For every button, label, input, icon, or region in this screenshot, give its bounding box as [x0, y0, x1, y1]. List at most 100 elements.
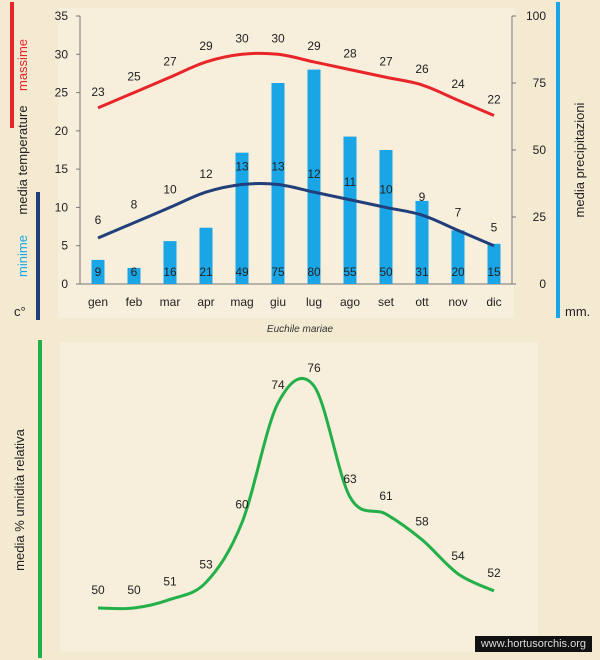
max-temperature-label: 30: [271, 31, 285, 45]
precip-bar: [91, 259, 105, 284]
precip-bar: [127, 267, 141, 284]
min-temperature-label: 9: [419, 190, 426, 204]
min-temperature-line: [97, 182, 495, 248]
humidity-data-label: 53: [199, 557, 213, 571]
humidity-data-label: 50: [91, 583, 105, 597]
top-chart-panel: [58, 8, 514, 318]
max-temperature-label: 27: [379, 54, 393, 68]
month-tick-label: feb: [126, 295, 143, 309]
right-tick-label: 50: [533, 143, 547, 157]
month-tick-label: dic: [486, 295, 501, 309]
right-tick-label: 25: [533, 210, 547, 224]
precip-data-label: 50: [379, 265, 393, 279]
max-temperature-label: 27: [163, 54, 177, 68]
precip-axis-label: media precipitazioni: [572, 102, 587, 217]
precip-bar: [379, 150, 393, 284]
precip-data-label: 75: [271, 265, 285, 279]
left-tick-label: 5: [61, 239, 68, 253]
min-temperature-label: 12: [307, 167, 321, 181]
left-tick-label: 0: [61, 277, 68, 291]
precip-unit-label: mm.: [565, 304, 590, 319]
max-temperature-label: 22: [487, 93, 501, 107]
precip-data-label: 21: [199, 265, 213, 279]
month-tick-label: lug: [306, 295, 322, 309]
precip-bar: [163, 241, 177, 284]
precip-bar: [199, 227, 213, 284]
max-temperature-label: 26: [415, 62, 429, 76]
max-temperature-label: 23: [91, 85, 105, 99]
temperature-unit-label: c°: [14, 304, 26, 319]
max-temperature-label: 28: [343, 47, 357, 61]
min-axis-label: minime: [15, 235, 30, 277]
month-tick-label: giu: [270, 295, 286, 309]
humidity-data-label: 58: [415, 515, 429, 529]
humidity-data-label: 51: [163, 574, 177, 588]
precip-data-label: 55: [343, 265, 357, 279]
month-tick-label: gen: [88, 295, 108, 309]
left-tick-label: 10: [55, 200, 69, 214]
humidity-data-label: 63: [343, 472, 357, 486]
humidity-data-label: 74: [271, 378, 285, 392]
left-tick-label: 25: [55, 86, 69, 100]
left-tick-label: 30: [55, 47, 69, 61]
precip-data-label: 16: [163, 265, 177, 279]
max-temperature-line: [97, 51, 495, 117]
min-temperature-label: 11: [344, 175, 357, 189]
precip-bar: [451, 230, 465, 284]
right-tick-label: 0: [539, 277, 546, 291]
right-tick-label: 75: [533, 76, 547, 90]
left-tick-label: 15: [55, 162, 69, 176]
temperature-axis-label: media temperature: [15, 105, 30, 214]
min-temperature-label: 13: [271, 159, 285, 173]
humidity-chart-panel: [60, 342, 538, 652]
credit-label: www.hortusorchis.org: [474, 636, 592, 652]
max-temperature-label: 30: [235, 31, 249, 45]
humidity-data-label: 61: [379, 489, 393, 503]
min-temperature-label: 10: [379, 182, 393, 196]
precip-data-label: 6: [131, 265, 138, 279]
max-temperature-label: 29: [307, 39, 321, 53]
humidity-chart: 50 50 51 53 60 74 76 63 61 58 54 52: [91, 361, 501, 611]
right-tick-label: 100: [526, 9, 546, 23]
min-temperature-label: 8: [131, 198, 138, 212]
humidity-line: [97, 377, 495, 611]
max-axis-label: massime: [15, 39, 30, 91]
min-temperature-label: 13: [235, 159, 249, 173]
left-tick-label: 20: [55, 124, 69, 138]
humidity-data-label: 54: [451, 549, 465, 563]
precip-bar: [307, 69, 321, 284]
month-tick-label: mar: [160, 295, 181, 309]
humidity-data-label: 52: [487, 566, 501, 580]
month-tick-label: ago: [340, 295, 360, 309]
month-tick-label: set: [378, 295, 395, 309]
precip-bar: [415, 200, 429, 284]
chart-caption: Euchile mariae: [266, 324, 334, 335]
humidity-axis-label: media % umidità relativa: [12, 428, 27, 570]
month-tick-label: nov: [448, 295, 467, 309]
humidity-data-label: 60: [235, 498, 249, 512]
precip-data-label: 9: [95, 265, 102, 279]
min-temperature-label: 7: [455, 205, 462, 219]
humidity-data-label: 76: [307, 361, 321, 375]
precip-data-label: 49: [235, 265, 249, 279]
max-temperature-label: 29: [199, 39, 213, 53]
left-tick-label: 35: [55, 9, 69, 23]
precip-bar: [487, 243, 501, 284]
month-tick-label: apr: [197, 295, 214, 309]
precip-bar: [343, 136, 357, 284]
month-tick-label: mag: [230, 295, 253, 309]
humidity-data-label: 50: [127, 583, 141, 597]
max-temperature-label: 25: [127, 70, 141, 84]
month-tick-label: ott: [415, 295, 429, 309]
min-temperature-label: 5: [491, 221, 498, 235]
min-temperature-label: 6: [95, 213, 102, 227]
min-temperature-label: 12: [199, 167, 213, 181]
precip-data-label: 20: [451, 265, 465, 279]
precip-data-label: 15: [487, 265, 501, 279]
max-temperature-label: 24: [451, 77, 465, 91]
precip-data-label: 31: [415, 265, 429, 279]
precip-data-label: 80: [307, 265, 321, 279]
min-temperature-label: 10: [163, 182, 177, 196]
